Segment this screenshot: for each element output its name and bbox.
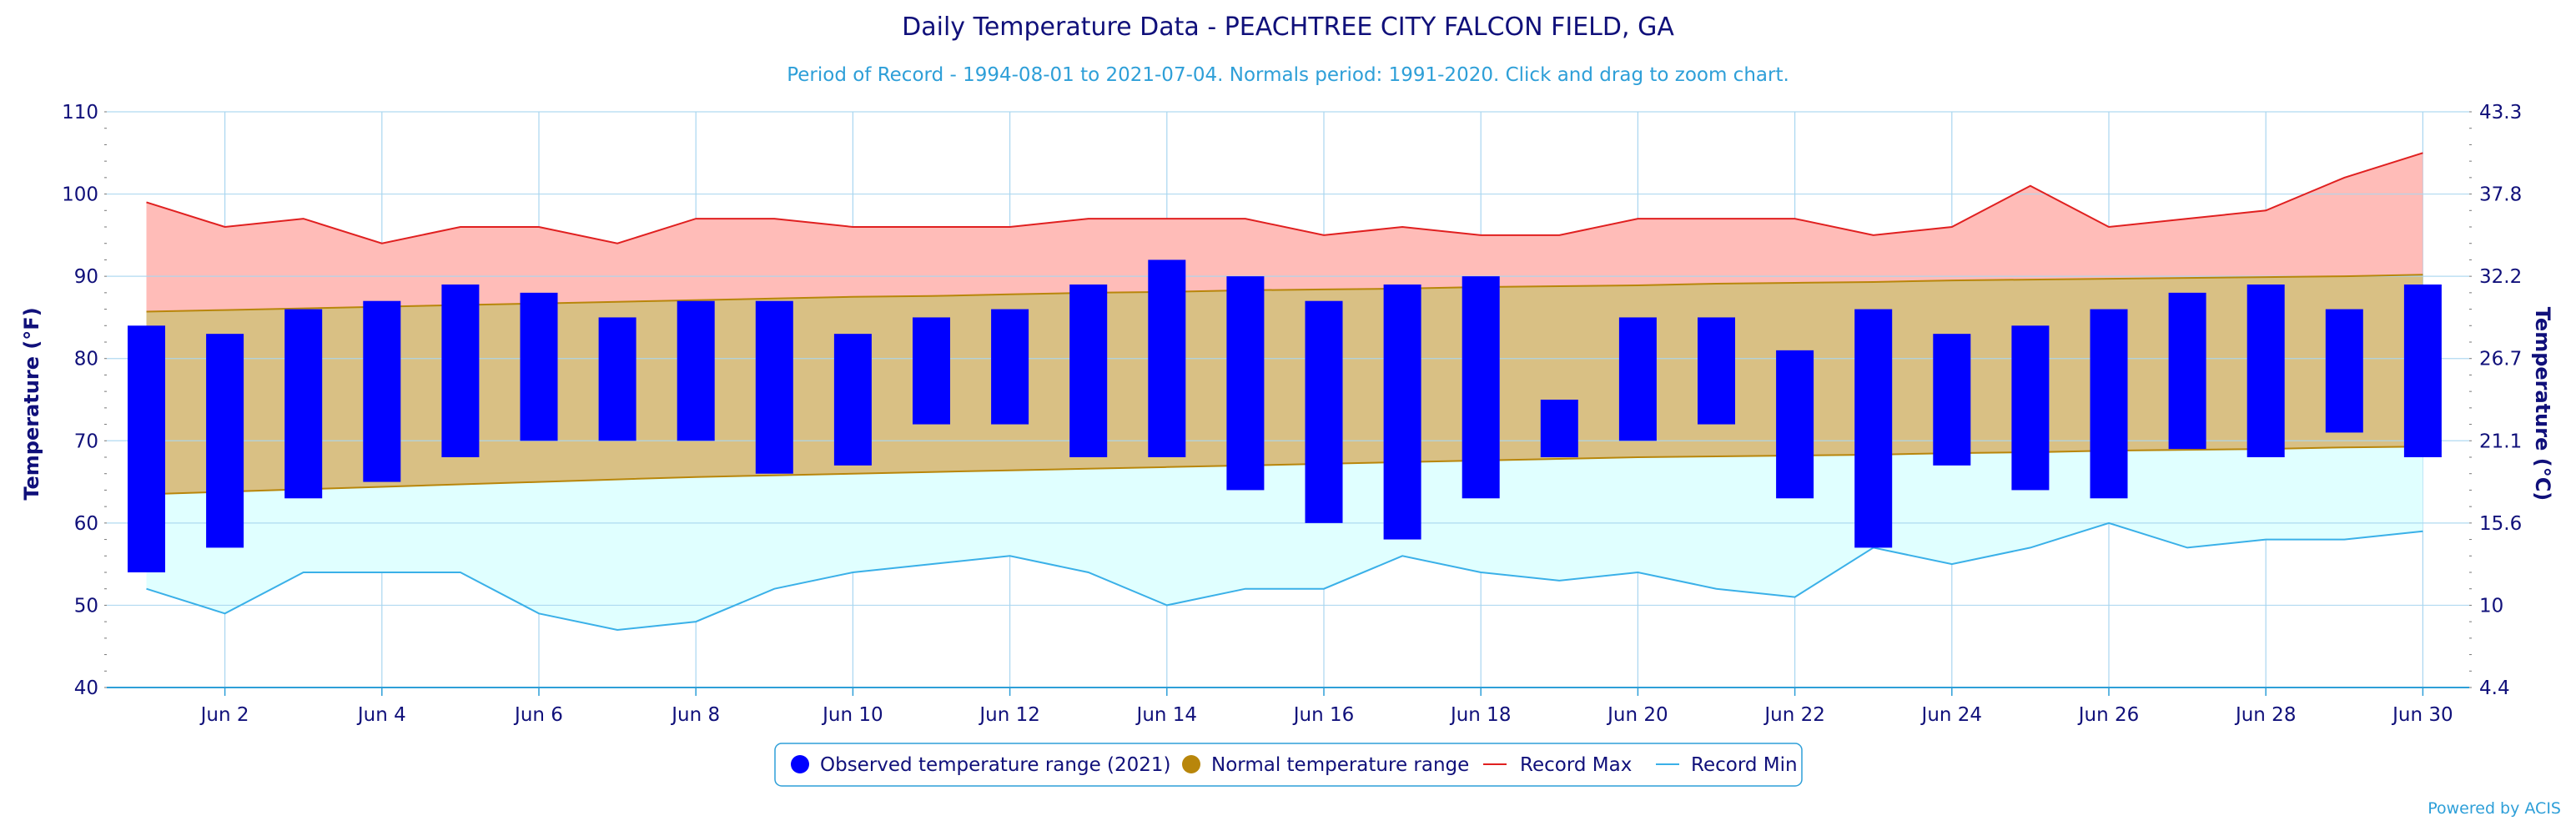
x-tick-label: Jun 2 (199, 704, 249, 726)
y-tick-label-right: 10 (2479, 595, 2503, 617)
record-min-line (146, 521, 2423, 632)
x-tick-label: Jun 16 (1292, 704, 1355, 726)
observed-range-bar[interactable] (1540, 400, 1578, 457)
legend-record-min-label: Record Min (1691, 754, 1798, 776)
observed-range-bar[interactable] (1069, 285, 1108, 457)
legend-item-record-min[interactable]: Record Min (1656, 754, 1798, 776)
observed-range-bar[interactable] (2325, 309, 2363, 433)
x-tick-label: Jun 26 (2077, 704, 2140, 726)
y-tick-label-right: 32.2 (2479, 266, 2522, 288)
chart-title: Daily Temperature Data - PEACHTREE CITY … (902, 13, 1674, 42)
record-low-band (146, 446, 2423, 630)
observed-range-bar[interactable] (1776, 350, 1814, 499)
y-tick-label-right: 43.3 (2479, 102, 2522, 123)
legend-item-record-max[interactable]: Record Max (1483, 754, 1632, 776)
axes (104, 111, 2472, 696)
observed-range-bar[interactable] (1226, 276, 1265, 491)
observed-range-bar[interactable] (128, 325, 165, 572)
record-high-band (146, 153, 2423, 312)
observed-range-bar[interactable] (1462, 276, 1500, 499)
observed-range-bar[interactable] (2246, 285, 2285, 457)
x-tick-label: Jun 24 (1920, 704, 1983, 726)
observed-range-bar[interactable] (755, 300, 793, 474)
observed-range-bar[interactable] (1383, 285, 1421, 540)
x-tick-label: Jun 20 (1606, 704, 1668, 726)
y-tick-label-right: 26.7 (2479, 349, 2522, 370)
x-tick-label: Jun 8 (670, 704, 720, 726)
y-tick-label-left: 50 (74, 595, 98, 617)
observed-range-bar[interactable] (441, 285, 480, 457)
y-tick-label-right: 4.4 (2479, 677, 2510, 699)
y-tick-label-left: 60 (74, 513, 98, 535)
observed-range-bar[interactable] (2090, 309, 2128, 499)
observed-range-bar[interactable] (2168, 292, 2206, 450)
observed-range-bar[interactable] (1618, 317, 1657, 441)
observed-range-bar[interactable] (913, 317, 950, 425)
observed-range-bars[interactable] (128, 259, 2442, 572)
record-max-line (146, 152, 2423, 244)
x-tick-label: Jun 6 (513, 704, 563, 726)
y-tick-label-right: 21.1 (2479, 431, 2522, 452)
observed-range-bar[interactable] (833, 334, 872, 466)
x-tick-label: Jun 28 (2234, 704, 2297, 726)
tick-labels: Jun 2 Jun 4 Jun 6 Jun 8 Jun 10 Jun 12 Jun 14 Ju… (62, 102, 2522, 726)
x-tick-label: Jun 30 (2391, 704, 2453, 726)
y-tick-label-left: 110 (62, 102, 98, 123)
y-tick-label-left: 90 (74, 266, 98, 288)
observed-range-bar[interactable] (1854, 309, 1893, 548)
legend-observed-label: Observed temperature range (2021) (820, 754, 1171, 776)
x-tick-label: Jun 22 (1763, 704, 1825, 726)
credits-link[interactable]: Powered by ACIS (2428, 799, 2561, 818)
observed-range-bar[interactable] (1933, 334, 1971, 466)
y-tick-label-left: 80 (74, 349, 98, 370)
legend-box (774, 743, 1803, 787)
observed-range-bar[interactable] (2403, 285, 2442, 457)
x-tick-label: Jun 4 (356, 704, 406, 726)
y-tick-label-left: 70 (74, 431, 98, 452)
observed-range-bar[interactable] (1305, 300, 1343, 523)
observed-range-bar[interactable] (598, 317, 636, 441)
legend-normal-label: Normal temperature range (1211, 754, 1469, 776)
y-tick-label-right: 15.6 (2479, 513, 2522, 535)
y-tick-label-right: 37.8 (2479, 184, 2522, 206)
observed-range-bar[interactable] (1698, 317, 1735, 425)
x-tick-label: Jun 18 (1449, 704, 1512, 726)
y-tick-label-left: 40 (74, 677, 98, 699)
observed-range-bar[interactable] (1148, 259, 1186, 457)
observed-range-bar[interactable] (677, 300, 715, 441)
observed-range-bar[interactable] (2011, 325, 2050, 491)
y-tick-label-left: 100 (62, 184, 98, 206)
chart-legend[interactable]: Observed temperature range (2021) Normal… (774, 743, 1803, 787)
observed-range-bar[interactable] (206, 334, 244, 548)
x-tick-label: Jun 12 (978, 704, 1040, 726)
observed-range-bar[interactable] (991, 309, 1029, 425)
x-tick-label: Jun 14 (1135, 704, 1198, 726)
chart-subtitle: Period of Record - 1994-08-01 to 2021-07… (787, 64, 1789, 86)
normal-range-band (146, 275, 2423, 495)
legend-normal-circle-icon (1182, 755, 1200, 773)
legend-item-normal[interactable]: Normal temperature range (1182, 754, 1469, 776)
observed-range-bar[interactable] (520, 292, 558, 441)
y-axis-title-right: Temperature (°C) (2531, 307, 2554, 501)
range-areas (146, 153, 2423, 630)
legend-record-max-label: Record Max (1520, 754, 1632, 776)
legend-observed-circle-icon (791, 755, 809, 773)
y-axis-title-left: Temperature (°F) (20, 307, 43, 500)
observed-range-bar[interactable] (363, 300, 401, 482)
x-tick-label: Jun 10 (821, 704, 883, 726)
observed-range-bar[interactable] (284, 309, 323, 499)
legend-item-observed[interactable]: Observed temperature range (2021) (791, 754, 1171, 776)
